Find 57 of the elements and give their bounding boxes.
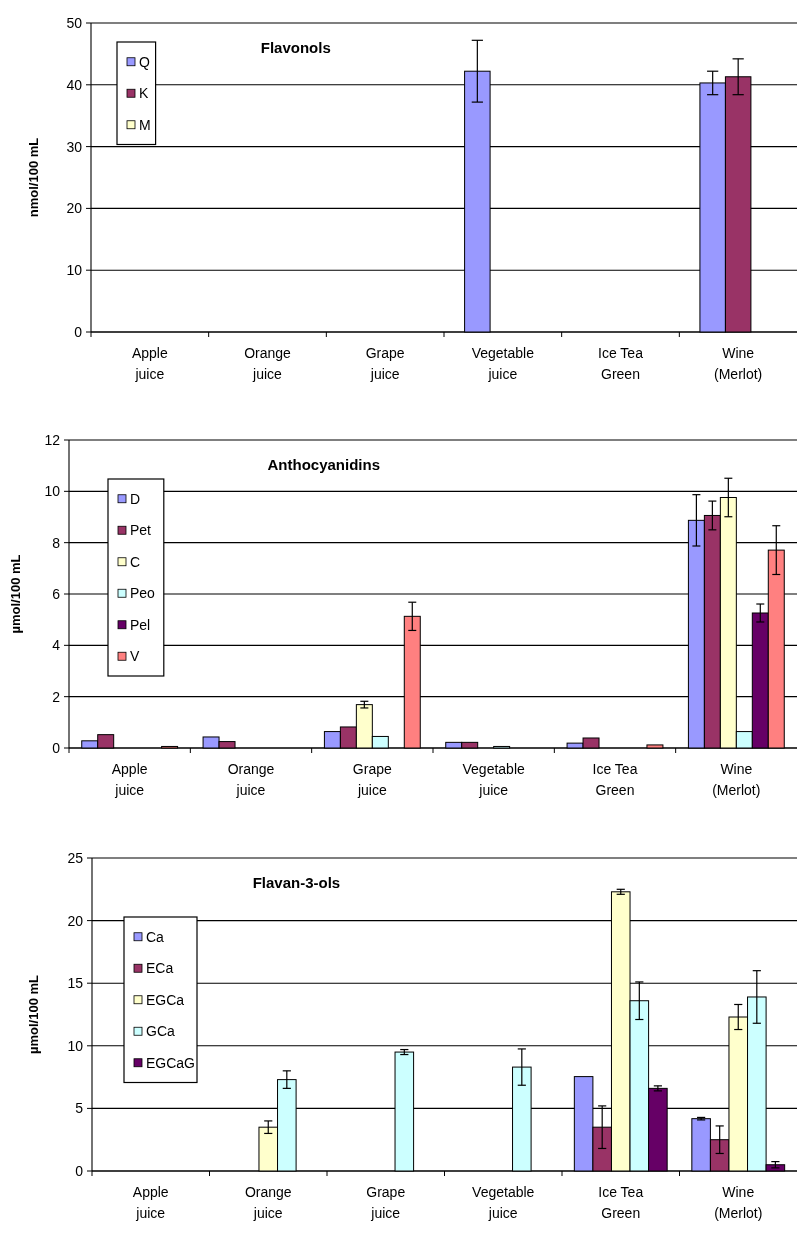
legend-label: Ca bbox=[146, 928, 165, 945]
y-tick-label: 20 bbox=[67, 912, 84, 929]
x-tick-label: Orange juice bbox=[244, 1184, 292, 1221]
x-tick-label: Grape juice bbox=[365, 345, 405, 382]
y-tick-label: 20 bbox=[66, 200, 83, 217]
y-axis-title: µmol/100 mL bbox=[26, 974, 41, 1055]
y-axis-title: nmol/100 mL bbox=[26, 137, 41, 218]
x-tick-label: Wine (Merlot) bbox=[712, 761, 761, 798]
y-tick-label: 2 bbox=[52, 688, 61, 705]
y-tick-label: 15 bbox=[67, 975, 84, 992]
x-tick-label: Apple juice bbox=[111, 761, 148, 798]
text: Anthocyanidins bbox=[267, 456, 381, 473]
text: Flavan-3-ols bbox=[252, 874, 341, 891]
x-tick-label: Vegetable juice bbox=[471, 345, 535, 382]
legend-label: GCa bbox=[146, 1023, 175, 1040]
y-axis-title: µmol/100 mL bbox=[8, 554, 23, 634]
y-tick-label: 30 bbox=[66, 138, 83, 155]
y-tick-label: 5 bbox=[75, 1100, 84, 1117]
y-tick-label: 10 bbox=[66, 262, 83, 279]
y-tick-label: 8 bbox=[52, 534, 61, 551]
legend-label: Pet bbox=[130, 522, 152, 539]
y-tick-label: 50 bbox=[66, 14, 83, 31]
y-tick-label: 10 bbox=[44, 483, 61, 500]
x-tick-label: Ice Tea Green bbox=[598, 345, 644, 382]
x-tick-label: Vegetable juice bbox=[472, 1184, 535, 1221]
text: Flavonols bbox=[260, 39, 331, 56]
x-tick-label: Ice Tea Green bbox=[598, 1184, 644, 1221]
y-tick-label: 10 bbox=[67, 1037, 84, 1054]
legend-label: C bbox=[130, 553, 141, 570]
y-tick-label: 40 bbox=[66, 76, 83, 93]
y-tick-label: 0 bbox=[75, 1162, 84, 1179]
x-tick-label: Wine (Merlot) bbox=[714, 345, 763, 382]
y-tick-label: 4 bbox=[52, 637, 61, 654]
x-tick-label: Apple juice bbox=[131, 345, 168, 382]
y-tick-label: 25 bbox=[67, 849, 84, 866]
x-tick-label: Vegetable juice bbox=[462, 761, 526, 798]
legend-label: Peo bbox=[130, 585, 156, 602]
legend-label: EGCaG bbox=[146, 1054, 196, 1071]
legend-label: Q bbox=[139, 53, 150, 70]
legend-label: K bbox=[139, 85, 149, 102]
x-tick-label: Grape juice bbox=[352, 761, 392, 798]
x-tick-label: Wine (Merlot) bbox=[714, 1184, 763, 1221]
x-tick-label: Ice Tea Green bbox=[592, 761, 638, 798]
y-tick-label: 0 bbox=[74, 323, 83, 340]
legend-label: EGCa bbox=[146, 991, 185, 1008]
y-tick-label: 6 bbox=[52, 585, 61, 602]
x-tick-label: Apple juice bbox=[132, 1184, 169, 1221]
x-tick-label: Orange juice bbox=[244, 345, 292, 382]
y-tick-label: 0 bbox=[52, 739, 61, 756]
legend-label: Pel bbox=[130, 616, 151, 633]
x-tick-label: Grape juice bbox=[366, 1184, 406, 1221]
legend-label: D bbox=[130, 490, 141, 507]
legend-label: V bbox=[130, 648, 140, 665]
legend-label: ECa bbox=[146, 960, 174, 977]
y-tick-label: 12 bbox=[44, 431, 61, 448]
x-tick-label: Orange juice bbox=[227, 761, 275, 798]
legend-label: M bbox=[139, 116, 151, 133]
